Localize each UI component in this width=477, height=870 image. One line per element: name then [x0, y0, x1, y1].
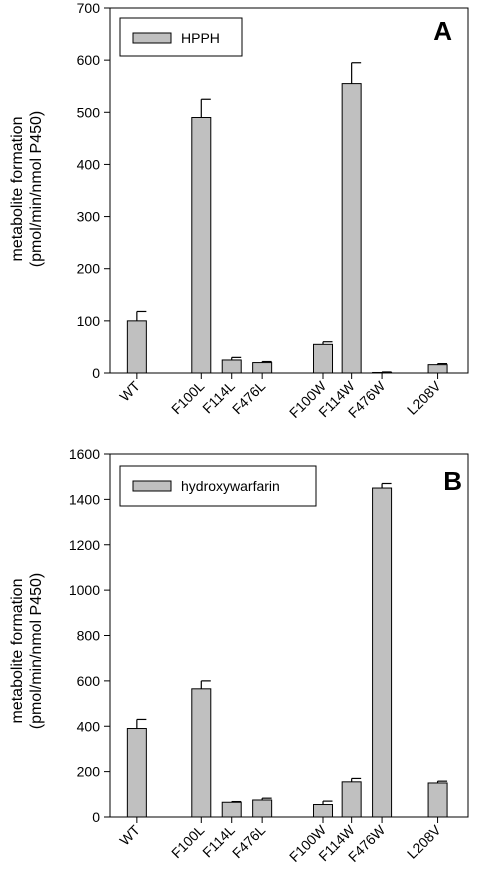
legend-box [119, 465, 317, 507]
y-axis-title: metabolite formation [9, 117, 26, 262]
y-tick-label: 200 [77, 261, 101, 277]
bar [126, 320, 147, 374]
bar [427, 782, 448, 818]
bar [427, 364, 448, 374]
legend-box [119, 17, 243, 57]
x-tick-label: F476L [229, 378, 269, 418]
y-tick-label: 1400 [69, 491, 100, 507]
x-tick-label: F114L [199, 822, 238, 861]
y-tick-label: 1000 [69, 582, 100, 598]
bar [341, 83, 362, 374]
y-tick-label: 300 [77, 209, 101, 225]
x-tick-label: WT [116, 821, 143, 848]
plot-frame [109, 7, 469, 374]
y-tick-label: 500 [77, 104, 101, 120]
x-tick-label: WT [116, 377, 143, 404]
bar [313, 343, 334, 374]
bar [191, 688, 212, 818]
y-tick-label: 1600 [69, 446, 100, 462]
y-axis-title-units: (pmol/min/nmol P450) [28, 111, 45, 268]
legend-swatch [132, 32, 172, 44]
y-tick-label: 400 [77, 718, 101, 734]
x-tick-label: F100L [168, 378, 208, 418]
bar [191, 117, 212, 374]
y-tick-label: 700 [77, 0, 101, 16]
x-tick-label: F100L [168, 822, 208, 862]
y-tick-label: 0 [92, 809, 100, 825]
bar [313, 804, 334, 818]
x-tick-label: L208V [404, 377, 444, 417]
bar [341, 781, 362, 818]
bar [126, 728, 147, 818]
plot-frame [109, 453, 469, 818]
bar [372, 487, 393, 818]
bar [252, 799, 273, 818]
x-tick-label: L208V [404, 821, 444, 861]
y-tick-label: 200 [77, 764, 101, 780]
y-tick-label: 800 [77, 628, 101, 644]
legend-label: HPPH [181, 30, 220, 46]
x-tick-label: F476L [229, 822, 269, 862]
y-tick-label: 600 [77, 52, 101, 68]
bar [221, 359, 242, 374]
x-tick-label: F114L [199, 378, 238, 417]
panel-letter: A [433, 16, 452, 46]
y-tick-label: 600 [77, 673, 101, 689]
y-tick-label: 400 [77, 156, 101, 172]
chart-panel-b: metabolite formation (pmol/min/nmol P450… [9, 446, 469, 865]
panel-letter: B [443, 466, 462, 496]
y-axis-title: metabolite formation [9, 579, 26, 724]
chart-panel-a: metabolite formation (pmol/min/nmol P450… [9, 0, 469, 421]
bar [221, 801, 242, 818]
y-tick-label: 100 [77, 313, 101, 329]
y-tick-label: 1200 [69, 537, 100, 553]
y-tick-label: 0 [92, 365, 100, 381]
y-axis-title-units: (pmol/min/nmol P450) [28, 573, 45, 730]
legend-swatch [132, 480, 172, 492]
bar [252, 362, 273, 374]
legend-label: hydroxywarfarin [181, 478, 280, 494]
